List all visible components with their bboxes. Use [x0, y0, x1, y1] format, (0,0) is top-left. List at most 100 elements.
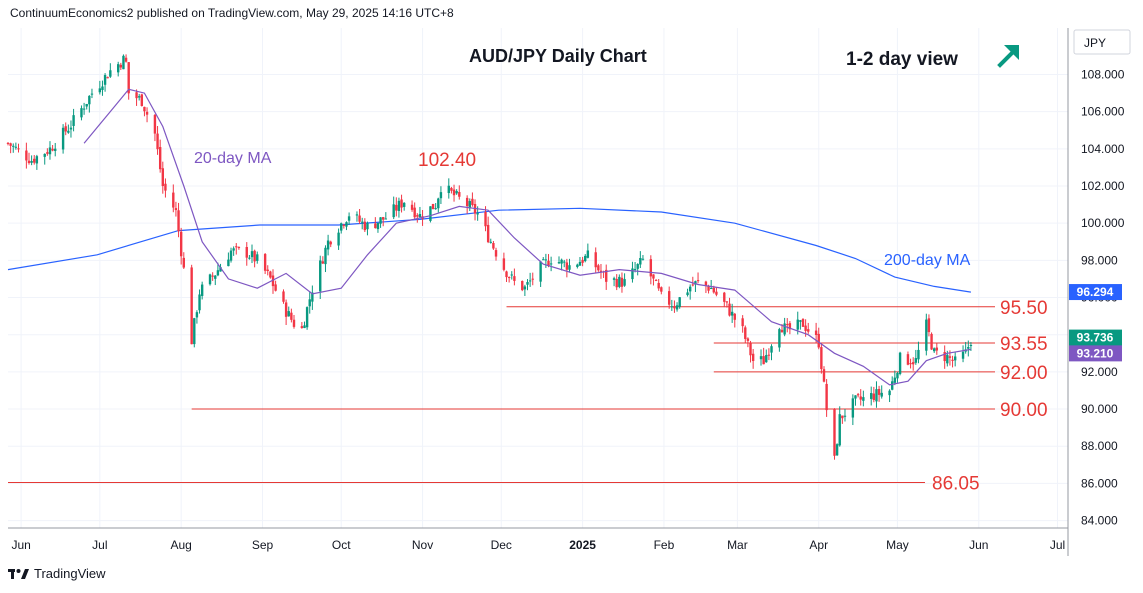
x-tick-label: Jul	[1050, 538, 1065, 552]
candle-body	[179, 231, 183, 257]
support-resistance-levels: 95.50 93.55 92.00 90.00 86.05	[8, 298, 1048, 494]
candle-body	[578, 261, 582, 266]
candle-body	[612, 278, 616, 280]
candle-body	[366, 223, 369, 230]
candle-body	[145, 111, 149, 115]
candle-body	[300, 326, 304, 328]
candle-body	[599, 270, 603, 273]
candle-body	[43, 153, 46, 157]
peak-label: 102.40	[418, 150, 476, 171]
candle-body	[48, 147, 52, 155]
candle-body	[528, 280, 532, 282]
candle-body	[930, 333, 933, 350]
candle-body	[568, 265, 571, 270]
candle-body	[195, 312, 199, 318]
candle-body	[284, 302, 288, 317]
candle-body	[14, 146, 18, 148]
ma20-line	[83, 88, 971, 386]
candle-body	[678, 297, 681, 307]
candle-body	[484, 211, 487, 227]
candle-body	[263, 254, 267, 271]
candle-body	[161, 168, 165, 187]
candle-body	[584, 255, 587, 262]
y-tick-label: 106.000	[1081, 105, 1125, 119]
candle-body	[82, 108, 86, 110]
candle-body	[636, 264, 639, 269]
candle-body	[730, 311, 734, 316]
candle-body	[670, 306, 674, 308]
candle-body	[172, 192, 175, 208]
candle-body	[696, 280, 700, 282]
candle-body	[597, 265, 600, 271]
candle-body	[143, 106, 146, 112]
candle-body	[337, 232, 340, 246]
candle-body	[269, 271, 272, 278]
candle-body	[927, 318, 931, 333]
candle-body	[282, 291, 285, 302]
candle-body	[507, 277, 511, 279]
level-label: 86.05	[932, 473, 980, 494]
candle-body	[164, 183, 167, 191]
candle-body	[27, 160, 31, 164]
candle-body	[783, 323, 786, 335]
candle-body	[786, 324, 789, 326]
candle-body	[156, 133, 159, 150]
candle-body	[856, 394, 860, 396]
candle-body	[843, 415, 847, 417]
candle-body	[347, 216, 351, 221]
candle-body	[64, 126, 67, 132]
view-label: 1-2 day view	[846, 49, 958, 70]
candle-body	[841, 415, 844, 419]
candle-body	[6, 142, 10, 144]
candle-body	[416, 215, 419, 217]
candle-body	[376, 222, 380, 230]
candle-body	[801, 319, 805, 327]
candle-body	[355, 214, 359, 216]
footer[interactable]: TradingView	[8, 566, 106, 581]
candle-body	[822, 369, 826, 382]
candle-body	[437, 198, 440, 209]
candle-body	[807, 329, 810, 332]
candle-body	[725, 301, 729, 303]
candle-body	[219, 267, 222, 272]
candle-body	[631, 268, 634, 280]
candle-body	[127, 62, 130, 94]
candle-body	[153, 115, 157, 134]
candle-body	[214, 275, 217, 279]
candle-body	[494, 250, 498, 257]
candle-body	[287, 311, 290, 317]
candle-body	[712, 287, 715, 293]
candle-body	[728, 303, 731, 316]
candle-body	[486, 224, 490, 243]
candle-body	[733, 313, 736, 320]
candle-body	[547, 260, 550, 267]
candle-body	[9, 143, 12, 146]
candle-body	[914, 358, 918, 363]
candle-body	[174, 208, 178, 211]
price-badge	[1069, 345, 1122, 362]
candle-body	[25, 150, 28, 161]
candle-body	[862, 397, 865, 401]
candle-body	[594, 252, 597, 268]
candle-body	[429, 206, 432, 221]
footer-brand: TradingView	[34, 566, 106, 581]
candle-body	[510, 274, 513, 276]
x-tick-label: Aug	[170, 538, 191, 552]
x-tick-label: 2025	[569, 538, 596, 552]
level-label: 90.00	[1000, 400, 1048, 421]
candle-body	[953, 356, 957, 361]
candle-body	[492, 243, 495, 249]
ma200-label: 200-day MA	[884, 252, 971, 269]
candle-body	[250, 251, 254, 258]
candle-body	[177, 210, 180, 232]
candle-body	[667, 291, 671, 305]
candle-body	[872, 393, 876, 400]
candle-body	[657, 282, 660, 289]
candle-body	[431, 203, 435, 210]
candle-body	[85, 103, 88, 107]
y-tick-label: 98.000	[1081, 253, 1118, 267]
x-tick-label: Feb	[654, 538, 675, 552]
candle-body	[379, 217, 382, 224]
currency-badge[interactable]	[1073, 29, 1131, 55]
